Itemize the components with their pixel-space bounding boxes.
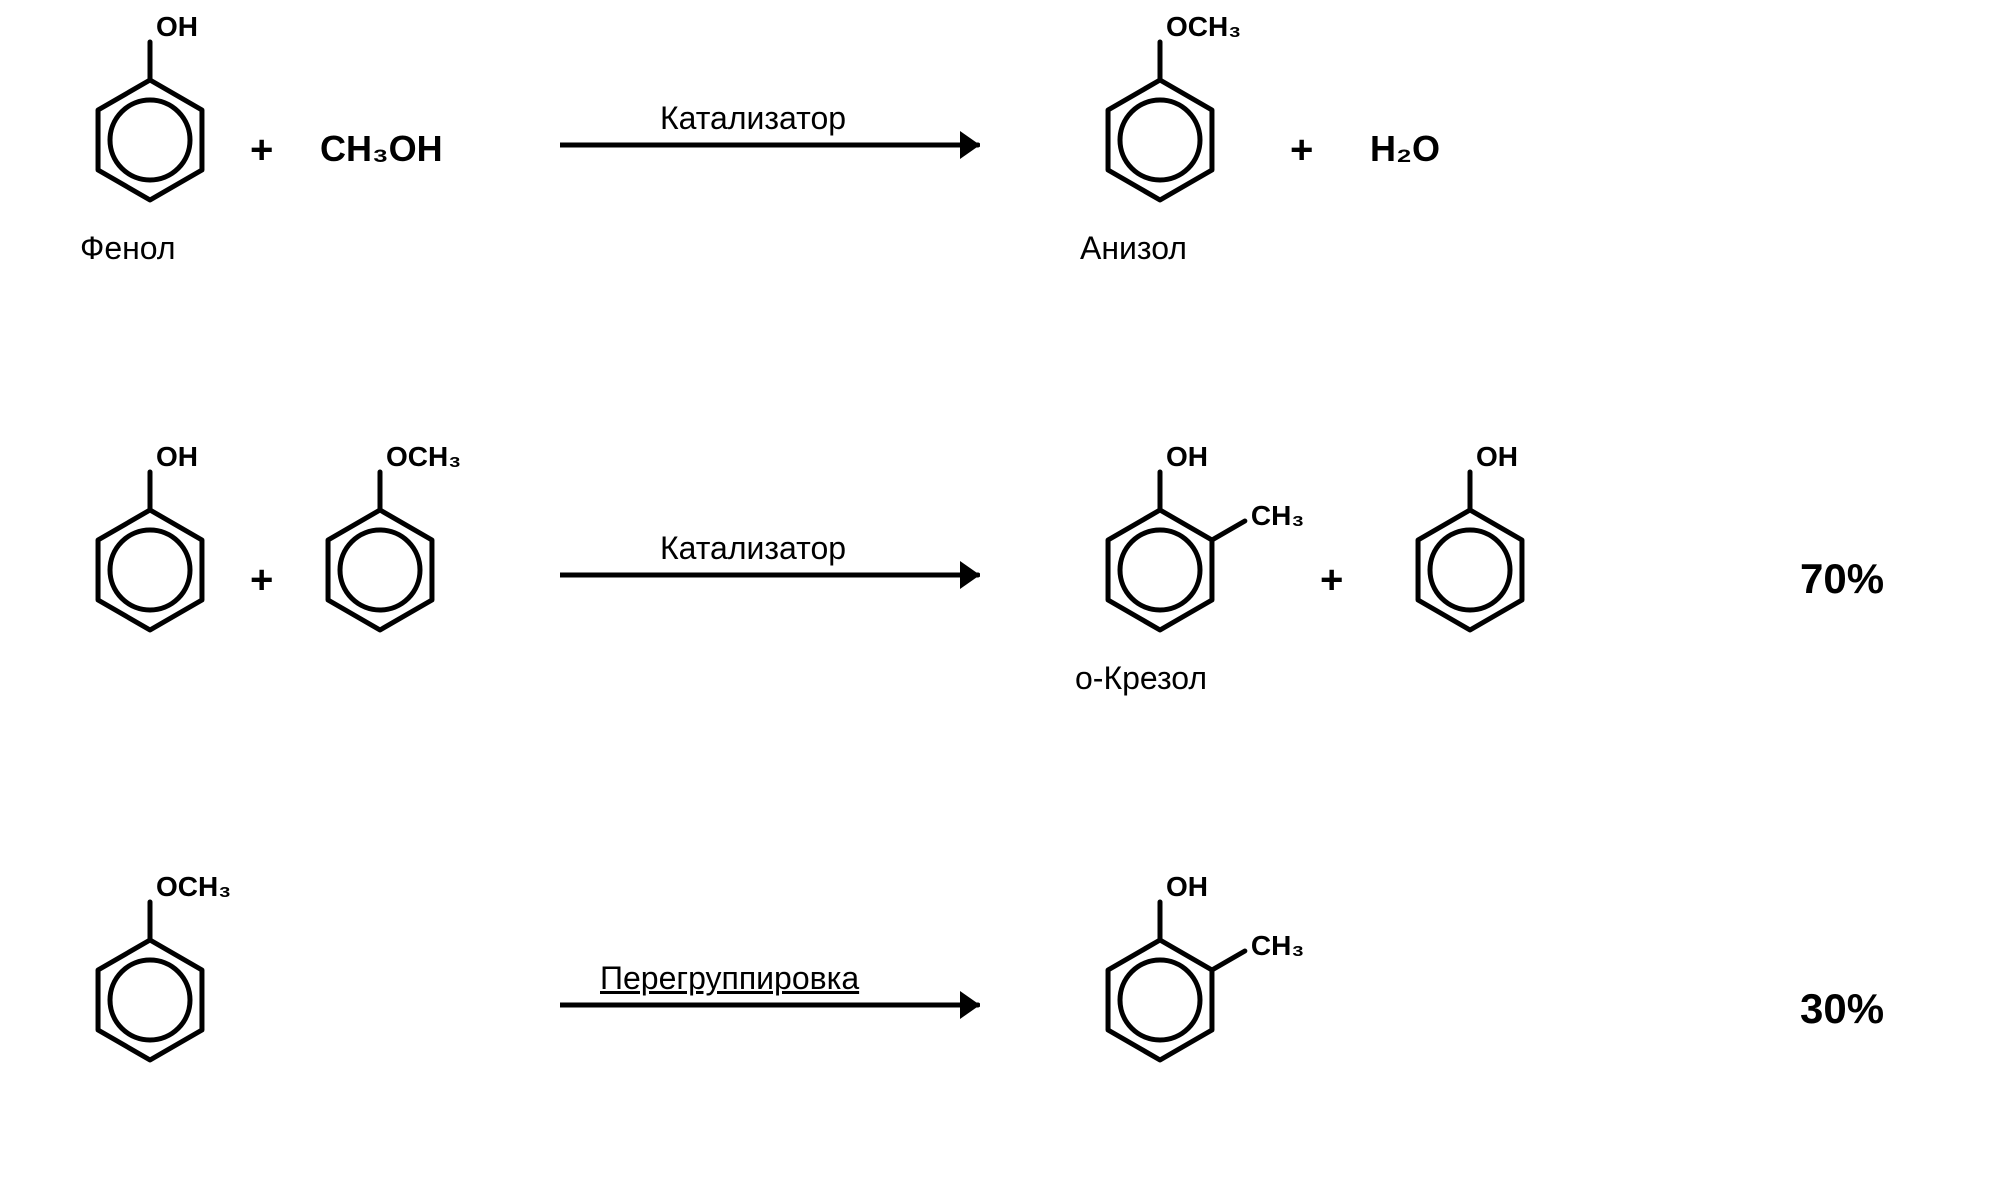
molecule-caption: Анизол [1080, 230, 1187, 267]
svg-text:OCH₃: OCH₃ [386, 441, 461, 472]
yield-percent: 30% [1800, 985, 1884, 1033]
plus-sign: + [1290, 128, 1313, 173]
formula-text: CH₃OH [320, 128, 443, 170]
svg-text:OH: OH [156, 441, 198, 472]
molecule: OH [80, 440, 310, 640]
molecule: OH [80, 10, 310, 210]
molecule: OH CH₃ [1090, 440, 1320, 640]
plus-sign: + [250, 558, 273, 603]
arrow-label: Перегруппировка [600, 960, 859, 997]
arrow-label: Катализатор [660, 530, 846, 567]
molecule-caption: о-Крезол [1075, 660, 1207, 697]
svg-text:CH₃: CH₃ [1251, 930, 1304, 961]
plus-sign: + [1320, 558, 1343, 603]
molecule: OH CH₃ [1090, 870, 1320, 1070]
molecule: OH [1400, 440, 1630, 640]
svg-text:OCH₃: OCH₃ [1166, 11, 1241, 42]
svg-text:CH₃: CH₃ [1251, 500, 1304, 531]
formula-text: H₂O [1370, 128, 1440, 170]
arrow-label: Катализатор [660, 100, 846, 137]
svg-text:OH: OH [156, 11, 198, 42]
yield-percent: 70% [1800, 555, 1884, 603]
svg-text:OH: OH [1476, 441, 1518, 472]
molecule-caption: Фенол [80, 230, 176, 267]
svg-text:OCH₃: OCH₃ [156, 871, 231, 902]
molecule: OCH₃ [310, 440, 540, 640]
svg-text:OH: OH [1166, 441, 1208, 472]
plus-sign: + [250, 128, 273, 173]
molecule: OCH₃ [1090, 10, 1320, 210]
molecule: OCH₃ [80, 870, 310, 1070]
svg-text:OH: OH [1166, 871, 1208, 902]
reaction-scheme: OHФенол+CH₃OHOCH₃Анизол+H₂OКатализаторOH… [0, 0, 2016, 1186]
